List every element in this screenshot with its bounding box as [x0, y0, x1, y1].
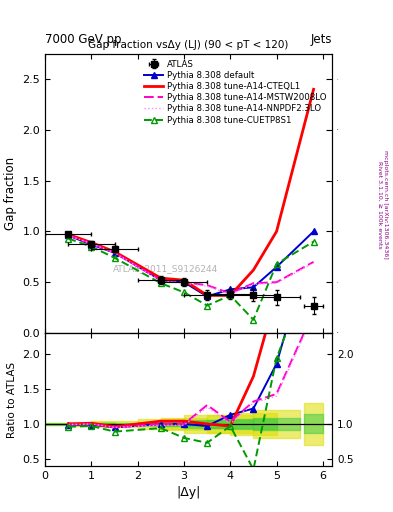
Pythia 8.308 tune-A14-NNPDF2.3LO: [66, 232, 71, 239]
Pythia 8.308 tune-A14-NNPDF2.3LO: [311, 260, 316, 266]
Pythia 8.308 tune-A14-MSTW2008LO: [205, 282, 209, 288]
Pythia 8.308 tune-CUETP8S1: [205, 303, 209, 309]
Text: Jets: Jets: [310, 33, 332, 46]
Pythia 8.308 default: [205, 293, 209, 300]
Pythia 8.308 default: [228, 286, 233, 292]
Pythia 8.308 tune-A14-CTEQL1: [251, 267, 256, 273]
Pythia 8.308 tune-A14-NNPDF2.3LO: [89, 241, 94, 247]
X-axis label: |Δy|: |Δy|: [176, 486, 201, 499]
Text: mcplots.cern.ch [arXiv:1306.3436]: mcplots.cern.ch [arXiv:1306.3436]: [384, 151, 388, 259]
Pythia 8.308 tune-A14-CTEQL1: [112, 249, 117, 255]
Pythia 8.308 tune-CUETP8S1: [158, 280, 163, 286]
Pythia 8.308 default: [158, 277, 163, 283]
Pythia 8.308 tune-A14-CTEQL1: [228, 292, 233, 298]
Pythia 8.308 tune-A14-NNPDF2.3LO: [112, 250, 117, 256]
Pythia 8.308 tune-A14-MSTW2008LO: [251, 280, 256, 286]
Pythia 8.308 tune-A14-CTEQL1: [311, 86, 316, 92]
Y-axis label: Ratio to ATLAS: Ratio to ATLAS: [7, 361, 17, 438]
Pythia 8.308 tune-A14-CTEQL1: [205, 292, 209, 298]
Pythia 8.308 default: [182, 279, 186, 285]
Text: ATLAS_2011_S9126244: ATLAS_2011_S9126244: [113, 265, 219, 273]
Pythia 8.308 tune-A14-CTEQL1: [274, 228, 279, 234]
Pythia 8.308 tune-A14-MSTW2008LO: [228, 290, 233, 296]
Pythia 8.308 tune-A14-CTEQL1: [89, 240, 94, 246]
Pythia 8.308 tune-A14-MSTW2008LO: [89, 241, 94, 247]
Text: 7000 GeV pp: 7000 GeV pp: [45, 33, 122, 46]
Pythia 8.308 tune-A14-MSTW2008LO: [158, 277, 163, 283]
Pythia 8.308 tune-A14-NNPDF2.3LO: [251, 281, 256, 287]
Pythia 8.308 tune-A14-MSTW2008LO: [182, 279, 186, 285]
Pythia 8.308 tune-A14-CTEQL1: [66, 231, 71, 238]
Pythia 8.308 tune-A14-MSTW2008LO: [274, 279, 279, 285]
Text: Rivet 3.1.10, ≥ 100k events: Rivet 3.1.10, ≥ 100k events: [377, 161, 382, 249]
Line: Pythia 8.308 tune-A14-NNPDF2.3LO: Pythia 8.308 tune-A14-NNPDF2.3LO: [68, 236, 314, 294]
Pythia 8.308 default: [89, 242, 94, 248]
Line: Pythia 8.308 default: Pythia 8.308 default: [66, 229, 316, 299]
Pythia 8.308 tune-A14-MSTW2008LO: [112, 250, 117, 256]
Line: Pythia 8.308 tune-CUETP8S1: Pythia 8.308 tune-CUETP8S1: [66, 236, 316, 323]
Pythia 8.308 default: [112, 250, 117, 256]
Pythia 8.308 tune-A14-NNPDF2.3LO: [158, 278, 163, 284]
Pythia 8.308 tune-A14-CTEQL1: [182, 277, 186, 283]
Pythia 8.308 tune-CUETP8S1: [274, 261, 279, 267]
Pythia 8.308 tune-A14-NNPDF2.3LO: [228, 291, 233, 297]
Pythia 8.308 tune-CUETP8S1: [251, 317, 256, 323]
Pythia 8.308 tune-A14-NNPDF2.3LO: [182, 280, 186, 286]
Pythia 8.308 tune-A14-NNPDF2.3LO: [205, 283, 209, 289]
Pythia 8.308 tune-CUETP8S1: [182, 289, 186, 295]
Pythia 8.308 default: [311, 228, 316, 234]
Line: Pythia 8.308 tune-A14-MSTW2008LO: Pythia 8.308 tune-A14-MSTW2008LO: [68, 236, 314, 293]
Pythia 8.308 tune-CUETP8S1: [66, 236, 71, 242]
Pythia 8.308 tune-CUETP8S1: [89, 244, 94, 250]
Legend: ATLAS, Pythia 8.308 default, Pythia 8.308 tune-A14-CTEQL1, Pythia 8.308 tune-A14: ATLAS, Pythia 8.308 default, Pythia 8.30…: [141, 56, 329, 128]
Pythia 8.308 tune-A14-CTEQL1: [158, 275, 163, 281]
Pythia 8.308 tune-CUETP8S1: [112, 255, 117, 261]
Pythia 8.308 default: [274, 264, 279, 270]
Pythia 8.308 default: [251, 284, 256, 290]
Pythia 8.308 tune-A14-MSTW2008LO: [311, 259, 316, 265]
Y-axis label: Gap fraction: Gap fraction: [4, 157, 17, 230]
Pythia 8.308 tune-CUETP8S1: [311, 239, 316, 245]
Line: Pythia 8.308 tune-A14-CTEQL1: Pythia 8.308 tune-A14-CTEQL1: [68, 89, 314, 295]
Pythia 8.308 tune-A14-NNPDF2.3LO: [274, 280, 279, 286]
Pythia 8.308 default: [66, 232, 71, 239]
Pythia 8.308 tune-CUETP8S1: [228, 292, 233, 298]
Title: Gap fraction vsΔy (LJ) (90 < pT < 120): Gap fraction vsΔy (LJ) (90 < pT < 120): [88, 40, 289, 50]
Pythia 8.308 tune-A14-MSTW2008LO: [66, 232, 71, 239]
